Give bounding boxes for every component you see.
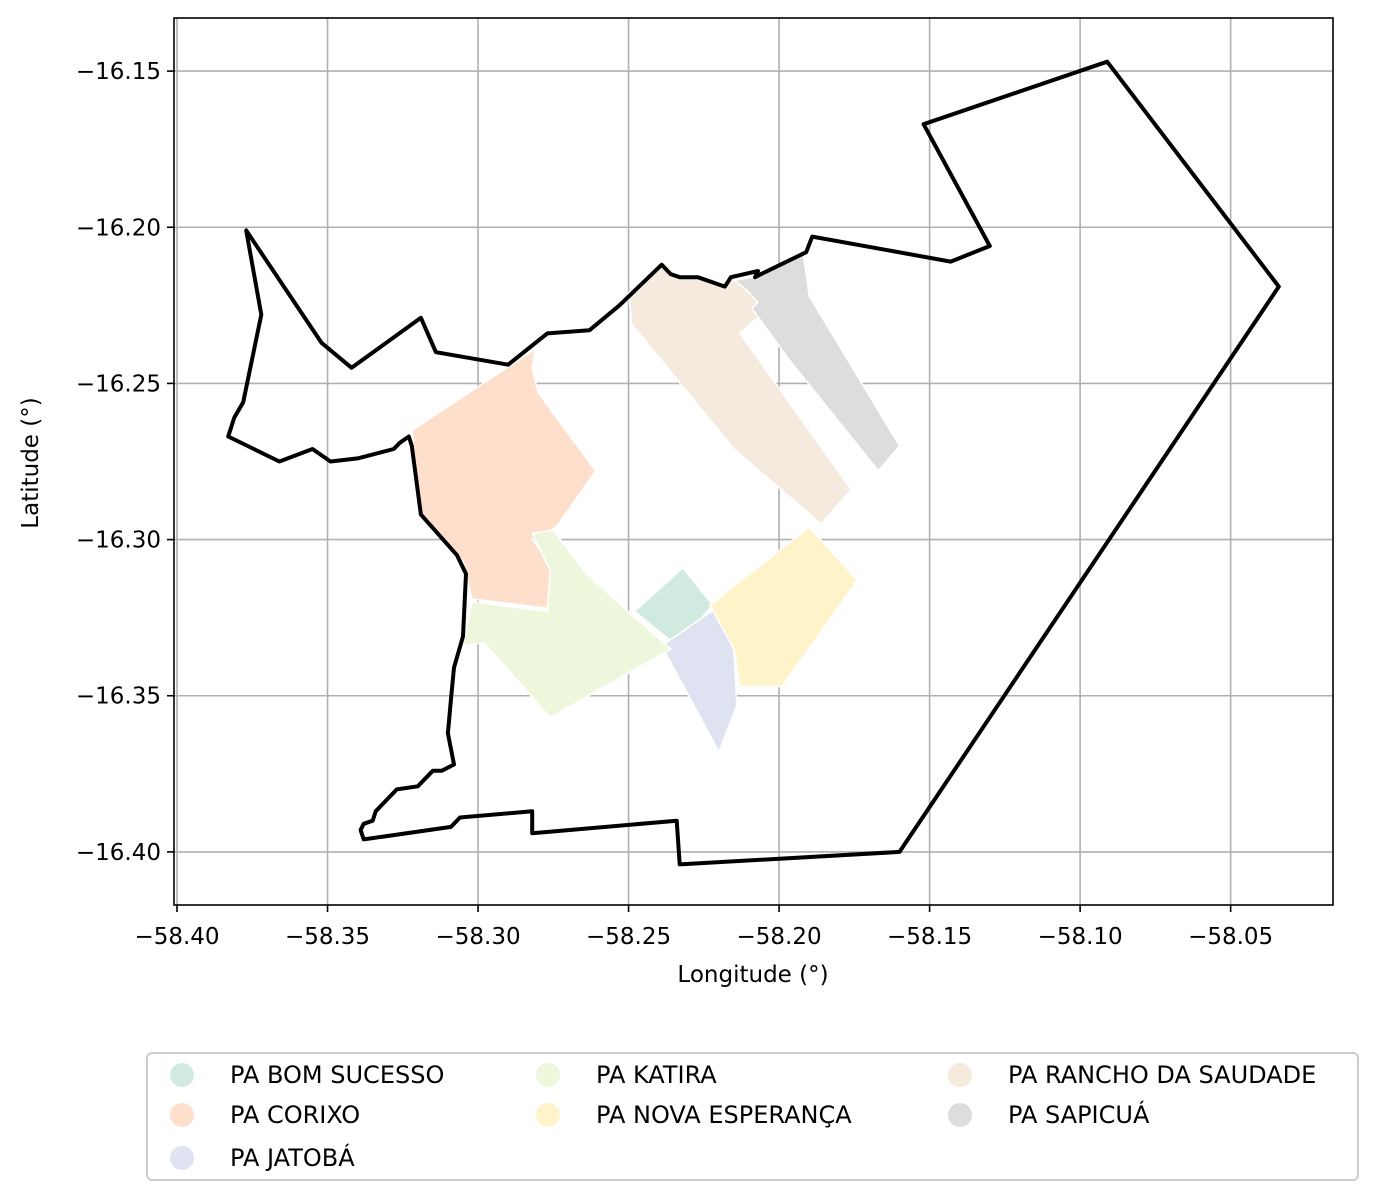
legend-marker: [536, 1103, 560, 1127]
legend-item: PA SAPICUÁ: [948, 1100, 1149, 1130]
y-axis-label: Latitude (°): [18, 397, 44, 528]
x-axis-ticks: −58.40 −58.35 −58.30 −58.25 −58.20 −58.15 −58.…: [134, 905, 1273, 950]
boundary-outline: [226, 59, 1281, 867]
legend-marker: [948, 1063, 972, 1087]
legend: PA BOM SUCESSO PA CORIXO PA JATOBÁ PA KA…: [146, 1052, 1359, 1181]
plot-frame: [173, 17, 1334, 906]
legend-label: PA NOVA ESPERANÇA: [596, 1101, 852, 1129]
polygon-pa-nova-esperanca: [708, 526, 859, 688]
settlement-polygons: [410, 250, 901, 754]
legend-label: PA RANCHO DA SAUDADE: [1008, 1061, 1317, 1089]
x-tick-label: −58.25: [586, 924, 671, 950]
x-axis-label: Longitude (°): [677, 962, 828, 988]
legend-item: PA JATOBÁ: [170, 1143, 355, 1173]
x-tick-label: −58.15: [887, 924, 972, 950]
municipality-boundary: [226, 59, 1281, 867]
polygon-pa-jatoba: [660, 607, 738, 754]
legend-marker: [170, 1146, 194, 1170]
x-tick-label: −58.05: [1188, 924, 1273, 950]
legend-label: PA BOM SUCESSO: [230, 1061, 445, 1089]
y-axis-ticks: −16.15 −16.20 −16.25 −16.30 −16.35 −16.40: [76, 59, 174, 866]
polygon-pa-corixo: [410, 347, 597, 610]
y-tick-label: −16.35: [76, 684, 161, 710]
legend-marker: [170, 1063, 194, 1087]
legend-marker: [948, 1103, 972, 1127]
x-tick-label: −58.35: [285, 924, 370, 950]
legend-label: PA SAPICUÁ: [1008, 1101, 1150, 1129]
polygon-pa-katira: [461, 529, 673, 719]
legend-item: PA CORIXO: [170, 1100, 360, 1130]
x-tick-label: −58.20: [737, 924, 822, 950]
legend-item: PA KATIRA: [536, 1060, 717, 1090]
x-tick-label: −58.40: [134, 924, 219, 950]
legend-item: PA RANCHO DA SAUDADE: [948, 1060, 1316, 1090]
legend-marker: [536, 1063, 560, 1087]
legend-item: PA NOVA ESPERANÇA: [536, 1100, 852, 1130]
y-tick-label: −16.15: [76, 59, 161, 85]
legend-item: PA BOM SUCESSO: [170, 1060, 444, 1090]
x-tick-label: −58.30: [435, 924, 520, 950]
legend-label: PA CORIXO: [230, 1101, 361, 1129]
legend-label: PA KATIRA: [596, 1061, 717, 1089]
y-tick-label: −16.20: [76, 215, 161, 241]
legend-marker: [170, 1103, 194, 1127]
legend-label: PA JATOBÁ: [230, 1144, 355, 1172]
map-figure: −58.40 −58.35 −58.30 −58.25 −58.20 −58.15 −58.…: [18, 17, 1334, 988]
x-tick-label: −58.10: [1038, 924, 1123, 950]
y-tick-label: −16.40: [76, 840, 161, 866]
y-tick-label: −16.25: [76, 371, 161, 397]
y-tick-label: −16.30: [76, 528, 161, 554]
